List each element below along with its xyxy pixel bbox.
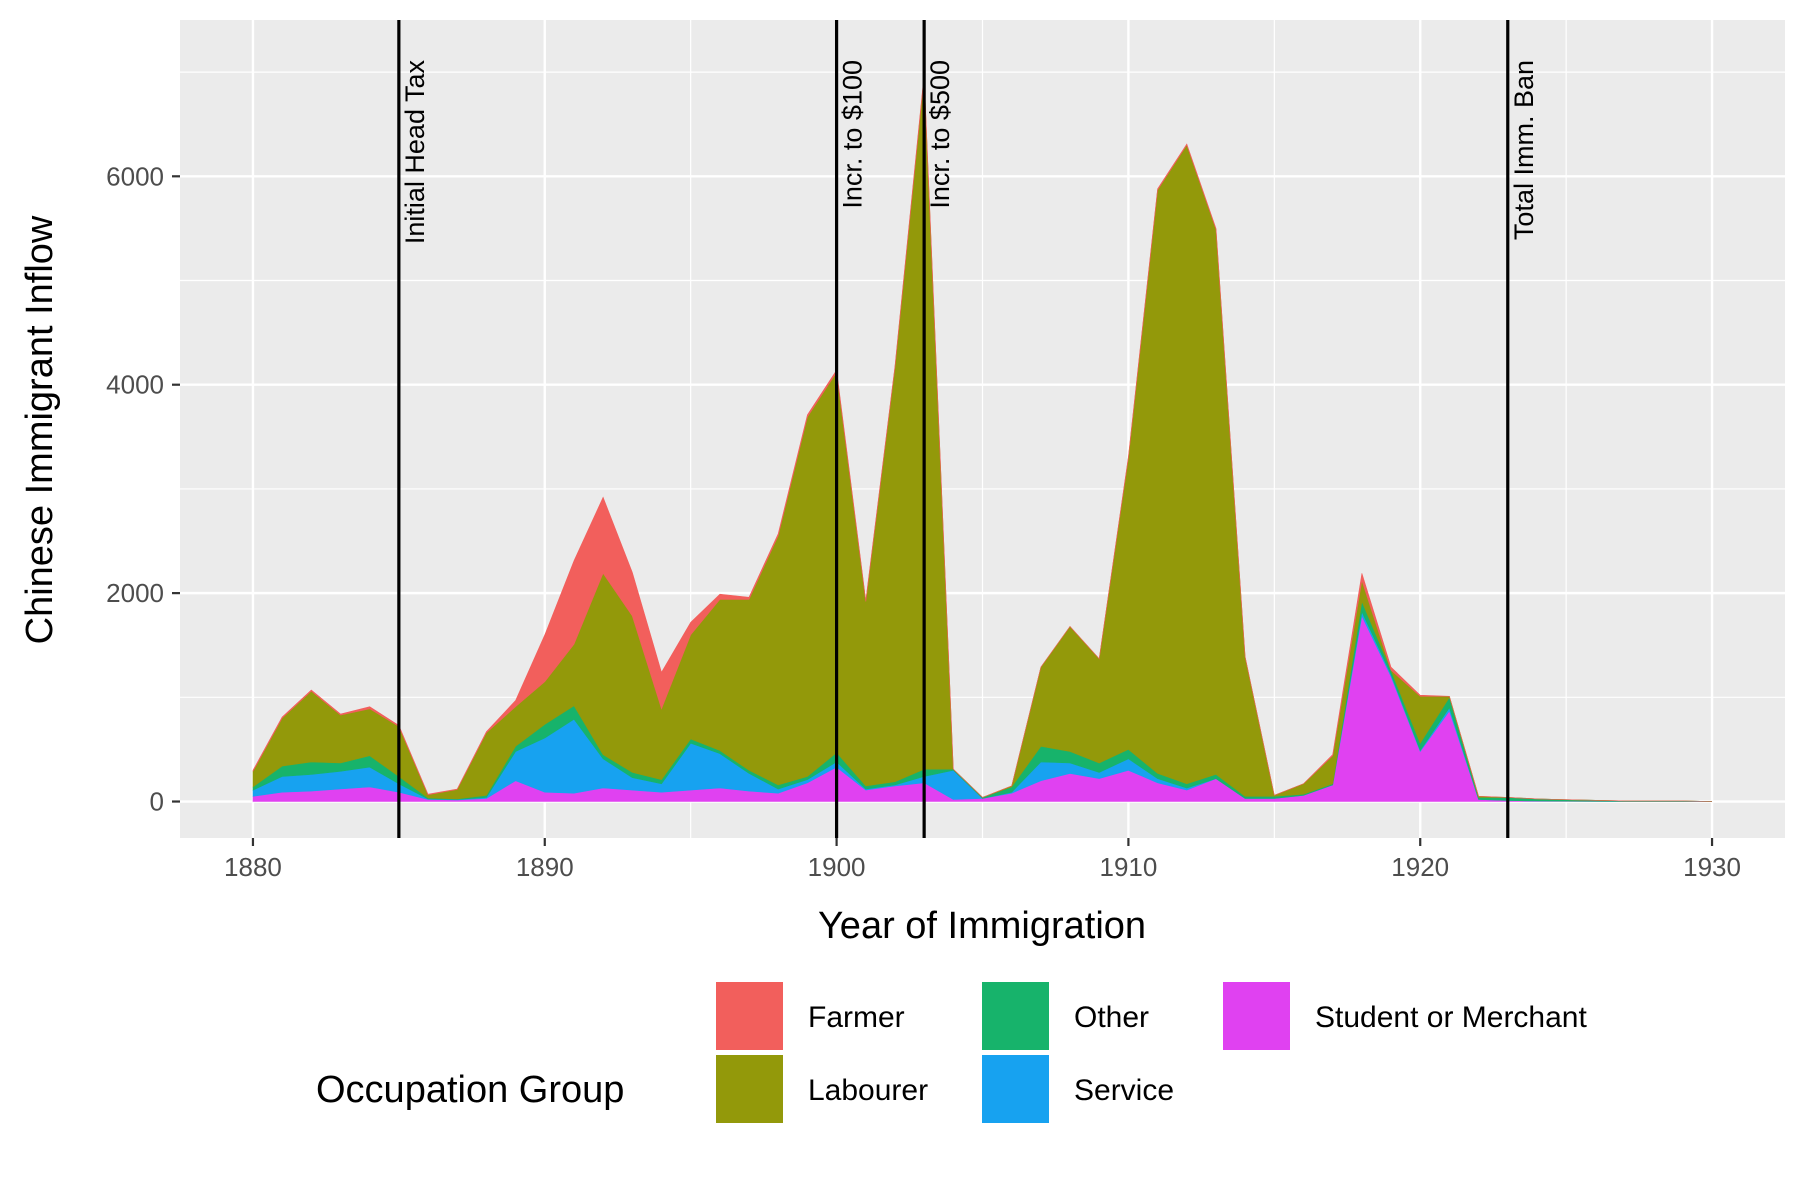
legend-label: Service xyxy=(1074,1074,1174,1107)
grid-minor xyxy=(180,20,1785,838)
area-farmer xyxy=(252,74,1713,802)
policy-line-label: Incr. to $500 xyxy=(925,60,955,209)
legend-key-student-or-merchant xyxy=(1221,980,1292,1052)
axis-ticks: 1880 1890 1900 1910 1920 1930 0 2000 4000 6000 xyxy=(106,161,1741,882)
y-tick-label: 4000 xyxy=(106,370,164,400)
legend-key-farmer xyxy=(714,980,785,1052)
legend-label: Student or Merchant xyxy=(1315,1001,1587,1034)
legend-title: Occupation Group xyxy=(316,1069,624,1111)
y-tick-label: 0 xyxy=(150,787,164,817)
x-axis-title: Year of Immigration xyxy=(818,905,1146,947)
x-tick-label: 1910 xyxy=(1099,852,1157,882)
x-tick-label: 1930 xyxy=(1683,852,1741,882)
legend-label: Farmer xyxy=(808,1001,905,1034)
legend-key-other xyxy=(980,980,1051,1052)
x-tick-label: 1890 xyxy=(516,852,574,882)
policy-line-label: Initial Head Tax xyxy=(400,60,430,245)
legend: Occupation Group Farmer Labourer Other Serv… xyxy=(316,980,1587,1125)
legend-key-labourer xyxy=(714,1053,785,1125)
policy-line-label: Incr. to $100 xyxy=(838,60,868,209)
x-tick-label: 1900 xyxy=(808,852,866,882)
legend-label: Labourer xyxy=(808,1074,928,1107)
x-tick-label: 1880 xyxy=(224,852,282,882)
policy-lines: Initial Head Tax Incr. to $100 Incr. to $5… xyxy=(397,20,1539,838)
policy-line-label: Total Imm. Ban xyxy=(1509,60,1539,240)
x-tick-label: 1920 xyxy=(1391,852,1449,882)
y-tick-label: 2000 xyxy=(106,578,164,608)
legend-label: Other xyxy=(1074,1001,1149,1034)
y-axis-title: Chinese Immigrant Inflow xyxy=(19,215,61,644)
y-tick-label: 6000 xyxy=(106,161,164,191)
legend-key-service xyxy=(980,1053,1051,1125)
